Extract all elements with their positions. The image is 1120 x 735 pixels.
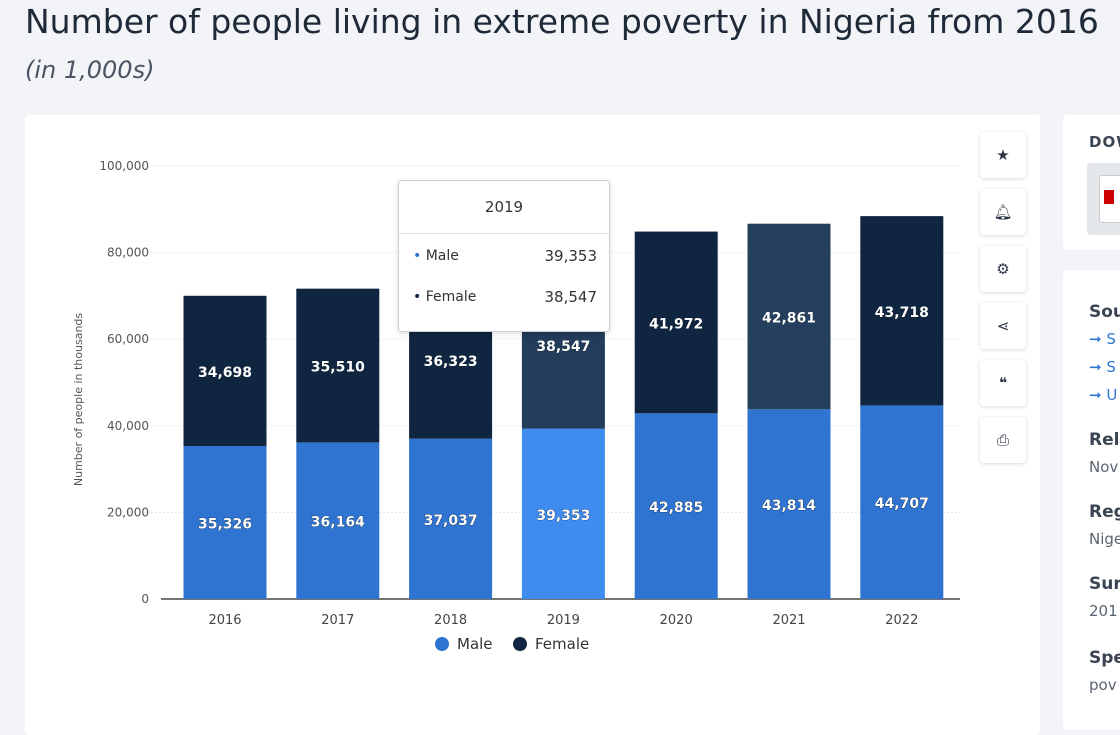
data-label: 39,353 [536, 508, 590, 524]
bar-male-2022 [860, 405, 944, 599]
y-tick-label: 60,000 [107, 332, 149, 346]
survey-value: 201 [1089, 602, 1118, 620]
bar-male-2018 [409, 438, 493, 599]
bell-button[interactable]: 🔔︎ [980, 189, 1026, 235]
tooltip-row-male: • Male 39,353 [399, 234, 609, 275]
data-label: 36,323 [424, 354, 478, 370]
x-tick-label: 2021 [772, 613, 805, 628]
tooltip-value: 38,547 [544, 288, 598, 306]
tooltip-row-female: • Female 38,547 [399, 275, 609, 316]
share-icon: ⋖ [996, 318, 1010, 335]
data-label: 43,718 [875, 305, 929, 321]
bar-female-2017 [296, 288, 380, 443]
y-tick-label: 80,000 [107, 246, 149, 260]
gear-button[interactable]: ⚙ [980, 246, 1026, 292]
source-link[interactable]: ➞ S [1089, 358, 1116, 376]
tooltip-value: 39,353 [544, 247, 598, 265]
bar-male-2016 [183, 446, 267, 599]
x-tick-label: 2022 [885, 613, 918, 628]
page-title: Number of people living in extreme pover… [25, 2, 1099, 41]
bell-icon: 🔔︎ [993, 204, 1013, 221]
tooltip-title: 2019 [399, 181, 609, 234]
y-tick-label: 20,000 [107, 505, 149, 519]
legend-marker-male [435, 637, 449, 651]
release-heading: Rel [1089, 430, 1120, 450]
source-heading: Sou [1089, 302, 1120, 322]
legend-label: Female [535, 635, 589, 653]
share-button[interactable]: ⋖ [980, 303, 1026, 349]
gear-icon: ⚙ [996, 261, 1010, 278]
page-subtitle: (in 1,000s) [25, 56, 155, 84]
x-tick-label: 2016 [208, 613, 241, 628]
x-tick-label: 2020 [660, 613, 693, 628]
print-button[interactable]: ⎙ [980, 417, 1026, 463]
bar-male-2021 [747, 409, 831, 599]
data-label: 36,164 [311, 515, 365, 531]
data-label: 35,510 [311, 360, 365, 376]
download-xls-button[interactable] [1099, 175, 1120, 223]
quote-icon: ❝ [998, 375, 1008, 392]
y-tick-label: 100,000 [99, 159, 149, 173]
bar-female-2016 [183, 295, 267, 447]
download-heading: DOW [1089, 133, 1120, 151]
special-heading: Spe [1089, 648, 1120, 668]
legend-marker-female [513, 637, 527, 651]
bar-female-2022 [860, 216, 944, 406]
bar-female-2020 [634, 231, 718, 414]
chart-tooltip: 2019 • Male 39,353 • Female 38,547 [398, 180, 610, 332]
x-tick-label: 2019 [547, 613, 580, 628]
release-value: Nov [1089, 458, 1119, 476]
source-link[interactable]: ➞ U [1089, 386, 1118, 404]
data-label: 44,707 [875, 496, 929, 512]
bar-male-2019 [521, 428, 605, 599]
info-panel: Sou ➞ S ➞ S ➞ U Rel Nov Reg Nige Sur 201… [1063, 270, 1120, 730]
region-heading: Reg [1089, 502, 1120, 522]
data-label: 34,698 [198, 365, 252, 381]
source-link[interactable]: ➞ S [1089, 330, 1116, 348]
print-icon: ⎙ [996, 431, 1009, 449]
y-tick-label: 40,000 [107, 419, 149, 433]
chart: 0 20,000 40,000 60,000 80,000 100,000 Number o… [72, 159, 960, 653]
special-value: pov [1089, 676, 1117, 694]
tooltip-label: Female [425, 289, 477, 305]
bar-female-2021 [747, 223, 831, 410]
file-icon [1104, 190, 1114, 204]
quote-button[interactable]: ❝ [980, 360, 1026, 406]
survey-heading: Sur [1089, 574, 1120, 594]
data-label: 42,885 [649, 500, 703, 516]
star-icon: ★ [996, 147, 1010, 164]
data-label: 41,972 [649, 316, 703, 332]
download-button-group [1087, 163, 1120, 235]
download-panel: DOW [1063, 115, 1120, 250]
star-button[interactable]: ★ [980, 132, 1026, 178]
y-tick-label: 0 [141, 592, 149, 606]
data-label: 38,547 [536, 339, 590, 355]
x-tick-label: 2017 [321, 613, 354, 628]
y-axis-label: Number of people in thousands [72, 313, 85, 487]
region-value: Nige [1089, 530, 1120, 548]
bar-male-2020 [634, 413, 718, 599]
tooltip-label: Male [425, 248, 459, 264]
data-label: 37,037 [424, 513, 478, 529]
data-label: 42,861 [762, 310, 816, 326]
data-label: 35,326 [198, 517, 252, 533]
legend-label: Male [457, 635, 493, 653]
x-tick-label: 2018 [434, 613, 467, 628]
bar-male-2017 [296, 442, 380, 599]
data-label: 43,814 [762, 498, 816, 514]
